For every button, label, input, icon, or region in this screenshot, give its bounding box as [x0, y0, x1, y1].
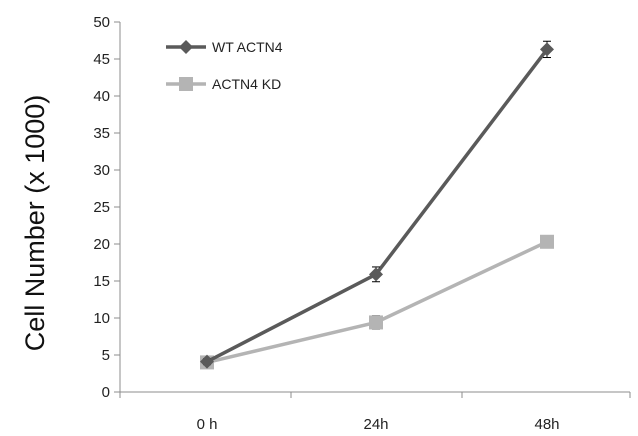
y-tick-label: 25 [93, 199, 110, 216]
y-tick-label: 10 [93, 310, 110, 327]
x-tick-label: 0 h [197, 416, 218, 433]
y-tick-label: 45 [93, 51, 110, 68]
legend-item-wt-actn4: WT ACTN4 [166, 39, 283, 55]
y-tick-label: 40 [93, 88, 110, 105]
data-point [369, 315, 383, 330]
y-axis-label: Cell Number (x 1000) [20, 95, 50, 352]
series-area [200, 40, 554, 370]
series-actn4-kd [200, 234, 554, 370]
y-tick-label: 30 [93, 162, 110, 179]
data-point [200, 354, 214, 369]
data-point [369, 267, 383, 282]
data-point [540, 42, 554, 57]
series-line-wt-actn4 [206, 48, 549, 364]
x-axis: 0 h 24h 48h [119, 391, 631, 433]
series-line-actn4-kd [206, 240, 548, 365]
legend-item-actn4-kd: ACTN4 KD [166, 76, 281, 92]
x-tick-label: 48h [534, 416, 559, 433]
series-wt-actn4 [200, 40, 554, 369]
legend-marker [179, 77, 193, 91]
y-axis: 0 5 10 15 20 25 30 35 40 45 50 [93, 14, 121, 401]
x-tick-label: 24h [363, 416, 388, 433]
y-tick-label: 0 [102, 384, 110, 401]
legend-label: WT ACTN4 [212, 39, 283, 55]
legend-label: ACTN4 KD [212, 76, 281, 92]
y-tick-label: 35 [93, 125, 110, 142]
y-tick-label: 20 [93, 236, 110, 253]
y-tick-label: 50 [93, 14, 110, 31]
y-tick-label: 15 [93, 273, 110, 290]
data-point [540, 234, 554, 249]
legend: WT ACTN4 ACTN4 KD [166, 39, 283, 92]
y-tick-label: 5 [102, 347, 110, 364]
legend-marker [179, 40, 193, 54]
